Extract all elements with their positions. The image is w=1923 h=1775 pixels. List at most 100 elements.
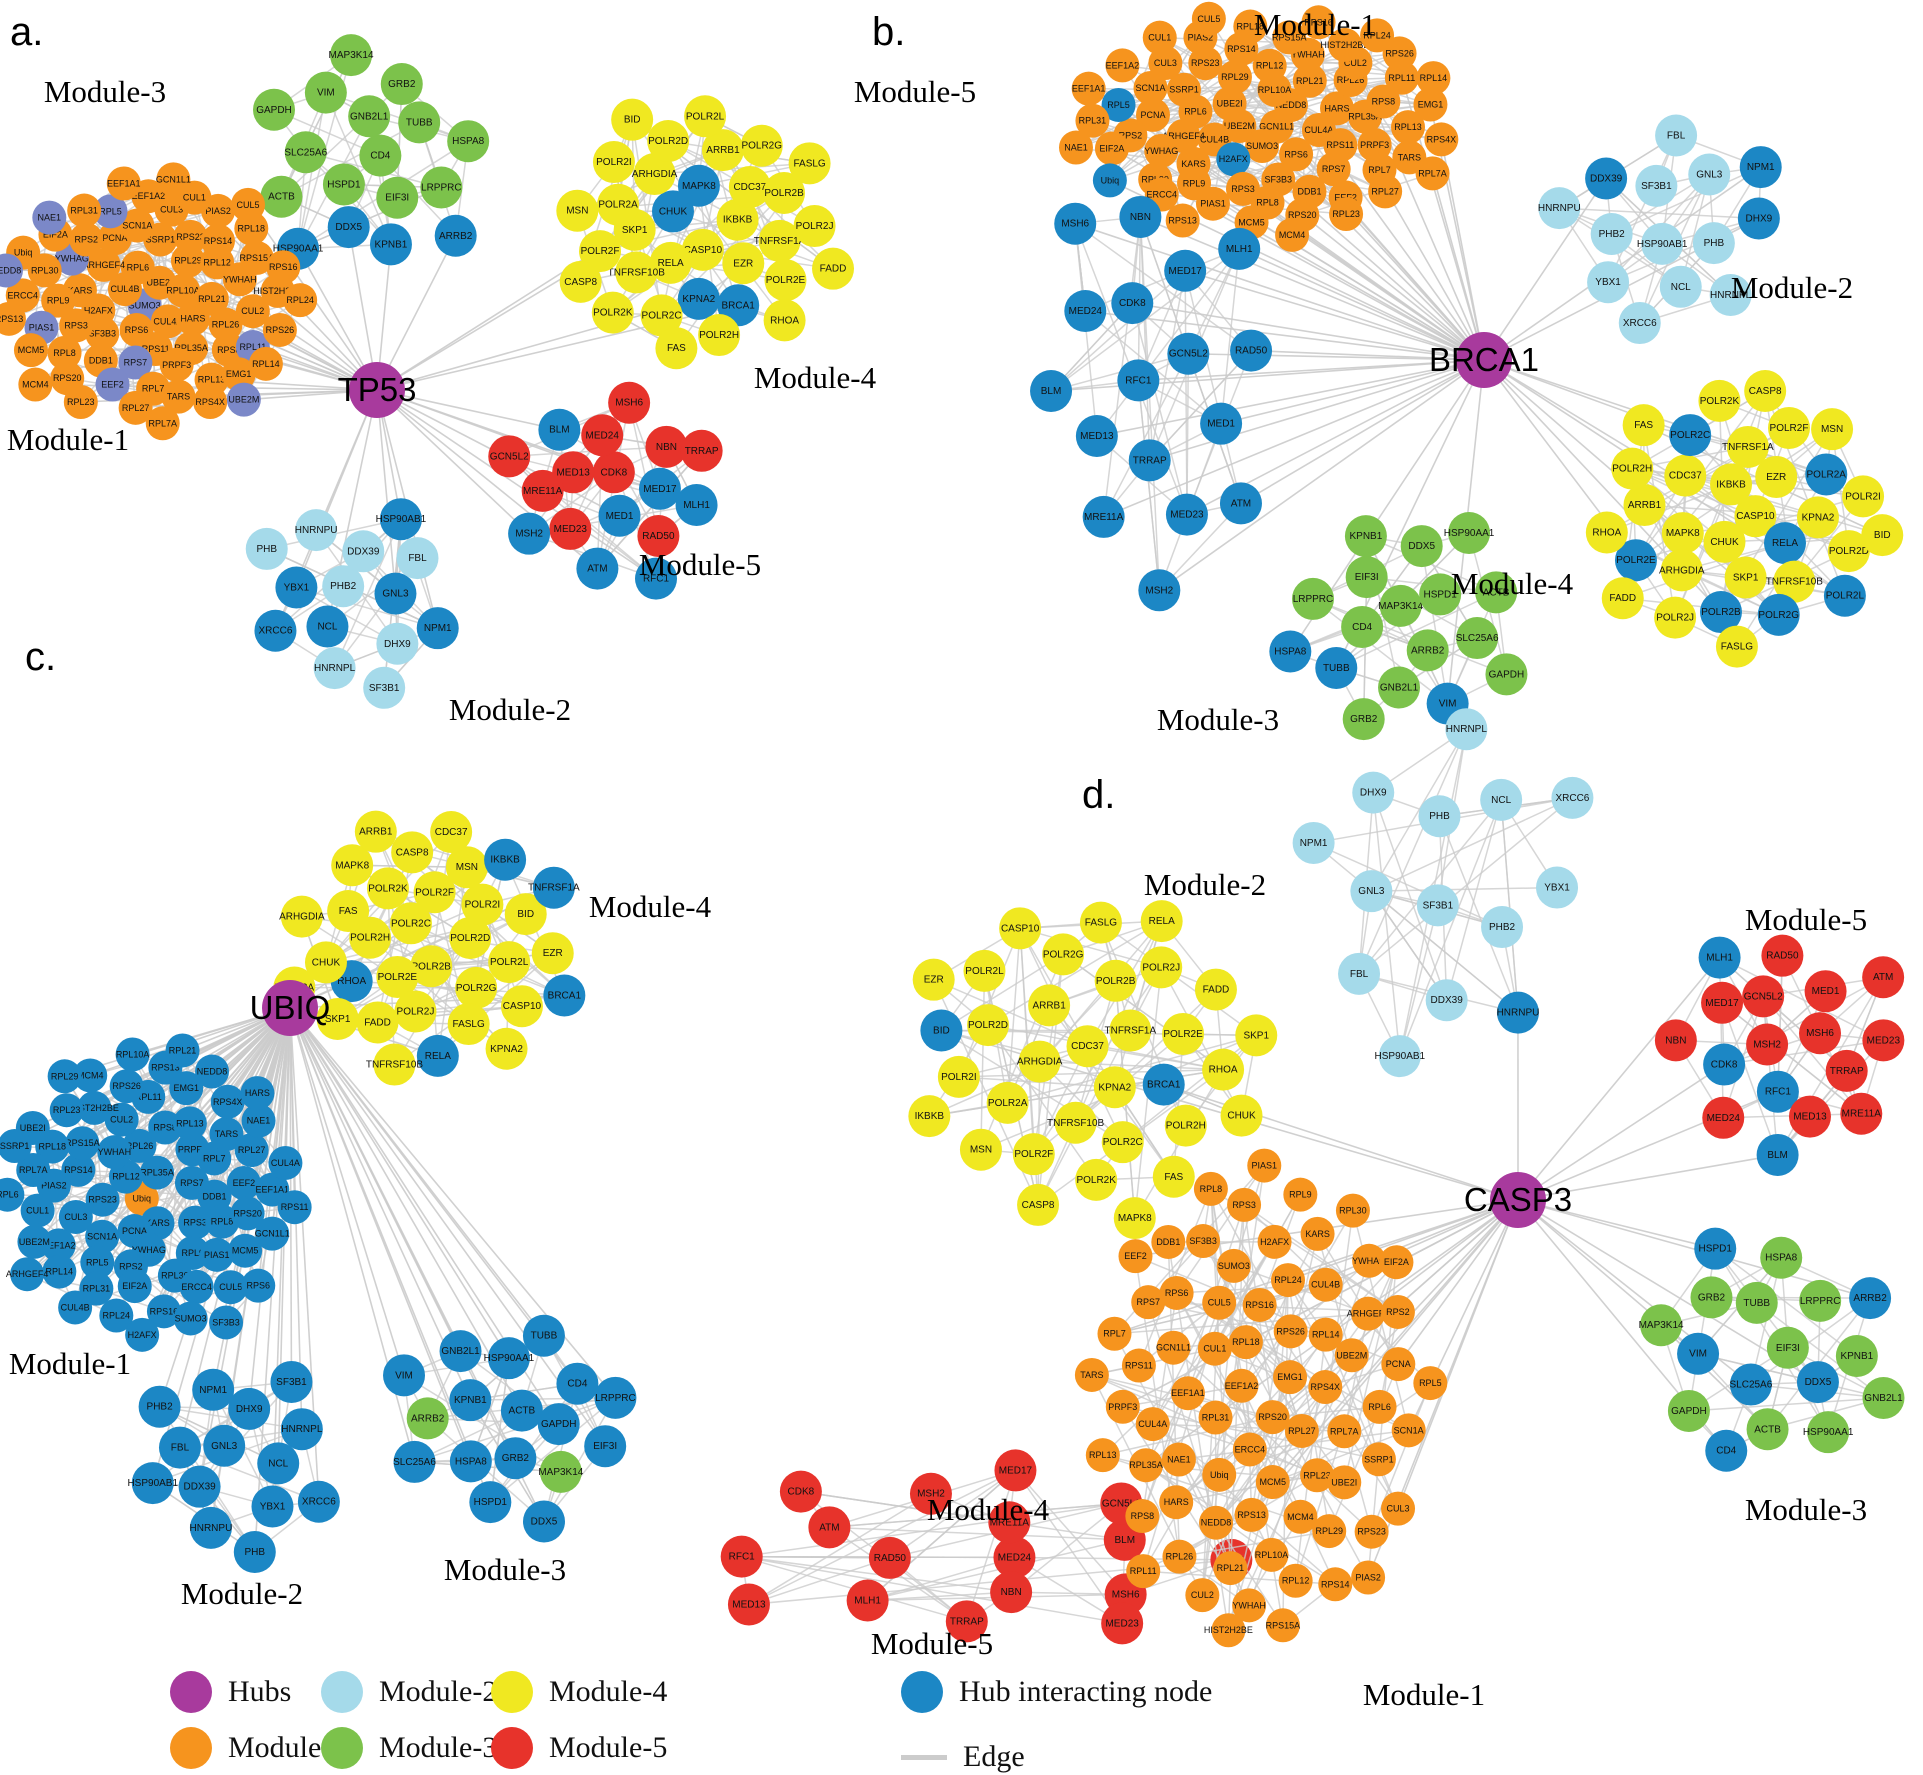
gene-label: MED13: [1793, 1112, 1827, 1123]
gene-node: [1611, 447, 1654, 490]
gene-label: CDK8: [1119, 298, 1146, 309]
gene-label: CUL3: [64, 1212, 87, 1222]
gene-node: [260, 175, 303, 218]
gene-label: UBE2M: [1336, 1350, 1367, 1360]
gene-label: RPL26: [212, 320, 240, 330]
gene-node: [1661, 512, 1704, 555]
gene-label: SCN1A: [1135, 83, 1165, 93]
gene-node: [1805, 453, 1848, 496]
gene-label: POLR2A: [598, 200, 638, 211]
gene-label: UBE2M: [228, 395, 259, 405]
module-label: Module-5: [639, 547, 761, 582]
gene-label: RPL8: [1256, 198, 1279, 208]
hub-edge: [1149, 359, 1485, 462]
gene-label: RPS16: [1304, 17, 1333, 27]
gene-node: [59, 308, 94, 343]
gene-node: [1191, 1, 1226, 36]
gene-label: CUL2: [1191, 1590, 1214, 1600]
gene-node: [1688, 153, 1731, 196]
gene-label: POLR2C: [1670, 430, 1710, 441]
gene-label: MCM4: [1279, 230, 1306, 240]
gene-node: [342, 530, 385, 573]
gene-label: MLH1: [683, 500, 710, 511]
gene-label: RPS26: [1276, 1326, 1305, 1336]
gene-node: [1734, 495, 1777, 538]
edge: [296, 586, 438, 629]
gene-label: CHUK: [659, 206, 688, 217]
gene-label: CUL4B: [110, 284, 139, 294]
gene-label: HSPA8: [455, 1456, 487, 1467]
gene-node: [647, 120, 690, 163]
gene-label: RPL14: [1312, 1330, 1340, 1340]
panel-b: GCN1L1 UBE2M NEDD8 SUMO3 UBE2I CUL4A CUL4B RPL1…: [854, 1, 1904, 741]
gene-label: CDC37: [1669, 471, 1702, 482]
gene-label: HARS: [1325, 103, 1350, 113]
gene-label: SSRP1: [1364, 1454, 1394, 1464]
hub-edge: [376, 389, 530, 535]
gene-label: BLM: [1767, 1150, 1788, 1161]
gene-label: CUL3: [1387, 1504, 1410, 1514]
gene-label: VIM: [1439, 699, 1457, 710]
gene-label: CD4: [567, 1379, 587, 1390]
gene-label: ARRB1: [706, 145, 740, 156]
gene-label: FAS: [667, 343, 686, 354]
edge: [741, 1555, 1123, 1625]
gene-label: RPS6: [246, 1281, 270, 1291]
edge: [1688, 1397, 1884, 1412]
gene-label: RPS20: [1288, 210, 1317, 220]
gene-label: RPL14: [252, 359, 280, 369]
gene-label: RPL35A: [140, 1168, 174, 1178]
gene-label: YWHAH: [1291, 50, 1325, 60]
gene-label: RPL21: [198, 294, 226, 304]
gene-label: GCN5L2: [490, 451, 529, 462]
gene-label: FADD: [1609, 593, 1636, 604]
gene-label: POLR2H: [1166, 1121, 1206, 1132]
gene-label: POLR2E: [1616, 555, 1656, 566]
gene-label: RPL21: [1217, 1563, 1245, 1573]
gene-label: RAD50: [1235, 346, 1268, 357]
gene-label: ERCC4: [181, 1282, 212, 1292]
edge: [1184, 270, 1188, 515]
gene-label: YWHAG: [55, 254, 89, 264]
gene-node: [1138, 569, 1181, 612]
gene-label: UBE2M: [19, 1237, 50, 1247]
gene-label: RPL27: [122, 403, 150, 413]
gene-label: PHB: [256, 544, 277, 555]
panel-letter: b.: [872, 10, 905, 54]
gene-label: RPS26: [112, 1081, 141, 1091]
gene-label: RPS23: [176, 232, 205, 242]
gene-label: RPS23: [1357, 1527, 1386, 1537]
gene-label: GNL3: [1358, 886, 1385, 897]
gene-label: CHUK: [312, 957, 341, 968]
gene-node: [1164, 249, 1207, 292]
gene-label: MSH6: [1806, 1028, 1834, 1039]
gene-node: [330, 34, 373, 77]
gene-label: KPNB1: [1840, 1351, 1873, 1362]
gene-node: [1413, 87, 1448, 122]
gene-label: FASLG: [1085, 918, 1117, 929]
gene-label: HNRNPL: [1446, 724, 1488, 735]
gene-label: EZR: [924, 975, 944, 986]
gene-label: TUBB: [1743, 1298, 1770, 1309]
gene-label: DHX9: [236, 1404, 263, 1415]
gene-label: POLR2F: [1770, 423, 1809, 434]
nodes-layer: CD4 HSPD1 GNB2L1 EIF3I SLC25A6 TUBB DDX5 VIM LRP…: [0, 10, 877, 727]
edge: [1312, 598, 1449, 705]
gene-label: POLR2J: [1142, 962, 1180, 973]
hub-node: [349, 362, 405, 418]
gene-label: CASP10: [1001, 923, 1040, 934]
edge: [1335, 593, 1441, 669]
gene-label: POLR2H: [350, 933, 390, 944]
gene-label: NBN: [1001, 1587, 1022, 1598]
gene-label: CHUK: [1710, 537, 1739, 548]
gene-label: EEF1A2: [1106, 60, 1140, 70]
gene-label: MED23: [554, 524, 588, 535]
gene-label: POLR2K: [1076, 1175, 1116, 1186]
gene-node: [379, 498, 422, 541]
gene-node: [1726, 425, 1769, 468]
gene-node: [67, 193, 102, 228]
gene-label: NBN: [1665, 1035, 1686, 1046]
gene-label: RPL7: [1103, 1329, 1126, 1339]
gene-label: XRCC6: [259, 626, 293, 637]
gene-label: MAPK8: [1666, 528, 1700, 539]
